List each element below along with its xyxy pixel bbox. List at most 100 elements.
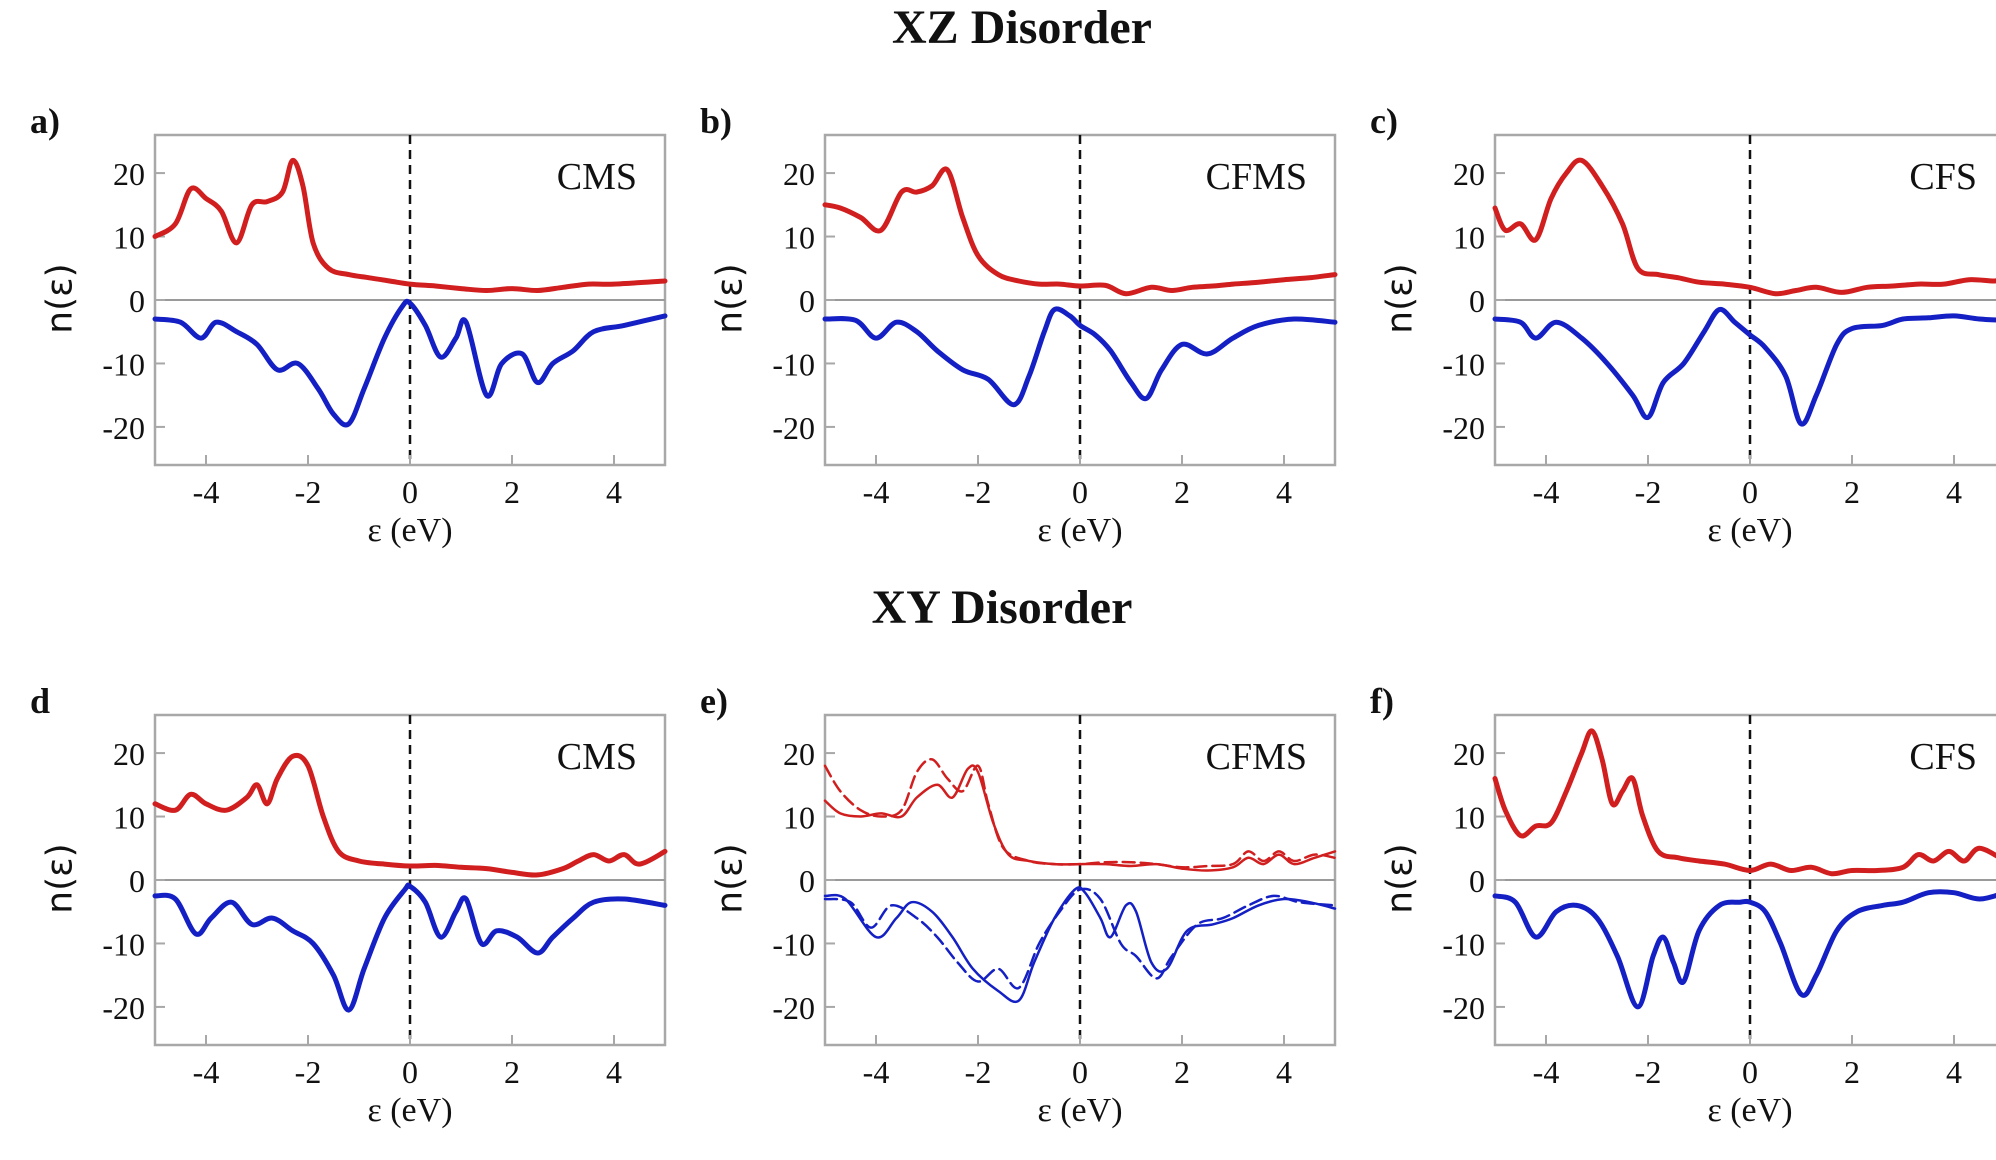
- series-line-spin-down: [152, 298, 668, 428]
- y-tick-label: 20: [1453, 156, 1485, 192]
- series-line-spin-down: [152, 882, 668, 1013]
- y-tick-label: 10: [113, 220, 145, 256]
- y-tick-label: 10: [113, 800, 145, 836]
- x-axis-label: ε (eV): [367, 512, 452, 549]
- series-line-spin-down: [1492, 306, 1996, 427]
- x-tick-label: -2: [1635, 1054, 1662, 1090]
- y-tick-label: -10: [102, 346, 145, 382]
- y-tick-label: 20: [113, 156, 145, 192]
- x-tick-label: 0: [402, 1054, 418, 1090]
- y-tick-label: -20: [772, 410, 815, 446]
- y-tick-label: -20: [772, 990, 815, 1026]
- x-axis-label: ε (eV): [1707, 1092, 1792, 1129]
- x-tick-label: 2: [1844, 474, 1860, 510]
- chart-panel-5: e) n(ε) CFMS 20 10 0 -10 -20 -4 -2 0 2 4 ε (eV): [700, 680, 1360, 1160]
- y-tick-label: -20: [102, 990, 145, 1026]
- x-tick-label: 2: [1174, 1054, 1190, 1090]
- panel-letter: f): [1370, 681, 1394, 721]
- series-line-spin-down: [1492, 889, 1996, 1010]
- x-tick-label: -4: [863, 474, 890, 510]
- x-tick-label: -4: [193, 1054, 220, 1090]
- x-tick-label: -4: [1533, 474, 1560, 510]
- y-tick-label: 0: [799, 863, 815, 899]
- y-tick-label: -10: [1442, 926, 1485, 962]
- y-tick-label: 20: [783, 736, 815, 772]
- y-tick-label: -10: [1442, 346, 1485, 382]
- x-tick-label: 4: [606, 1054, 622, 1090]
- x-tick-label: 2: [1844, 1054, 1860, 1090]
- x-tick-label: 4: [1276, 474, 1292, 510]
- material-label: CFS: [1909, 736, 1977, 778]
- y-tick-label: -20: [102, 410, 145, 446]
- x-axis-label: ε (eV): [1707, 512, 1792, 549]
- y-tick-label: 0: [129, 863, 145, 899]
- x-tick-label: -4: [1533, 1054, 1560, 1090]
- x-tick-label: -2: [1635, 474, 1662, 510]
- chart-panel-6: f) n(ε) CFS 20 10 0 -10 -20 -4 -2 0 2 4 ε (eV): [1370, 680, 1996, 1160]
- y-tick-label: -10: [772, 346, 815, 382]
- x-axis-label: ε (eV): [1037, 1092, 1122, 1129]
- panel-letter: d: [30, 681, 51, 721]
- x-tick-label: 4: [1276, 1054, 1292, 1090]
- y-tick-label: -20: [1442, 410, 1485, 446]
- material-label: CMS: [556, 736, 637, 778]
- series-line-spin-up: [1492, 728, 1996, 877]
- x-tick-label: -2: [295, 474, 322, 510]
- y-tick-label: 10: [783, 800, 815, 836]
- series-line-spin-up-dashed: [823, 758, 1337, 869]
- material-label: CMS: [556, 156, 637, 198]
- x-tick-label: 0: [1742, 474, 1758, 510]
- x-tick-label: 0: [1742, 1054, 1758, 1090]
- y-tick-label: 10: [783, 220, 815, 256]
- panel-letter: b): [700, 101, 733, 141]
- series-line-spin-down-solid: [823, 886, 1337, 1004]
- chart-panel-4: d n(ε) CMS 20 10 0 -10 -20 -4 -2 0 2 4 ε (eV): [30, 680, 690, 1160]
- panel-letter: a): [30, 101, 60, 141]
- x-tick-label: -2: [965, 1054, 992, 1090]
- y-tick-label: 0: [799, 283, 815, 319]
- panel-letter: e): [700, 681, 728, 721]
- chart-panel-1: a) n(ε) CMS 20 10 0 -10 -20 -4 -2 0 2 4 ε (eV): [30, 100, 690, 580]
- x-tick-label: 0: [1072, 474, 1088, 510]
- y-tick-label: 0: [1469, 863, 1485, 899]
- x-tick-label: -4: [863, 1054, 890, 1090]
- material-label: CFMS: [1205, 156, 1307, 198]
- x-tick-label: 2: [504, 474, 520, 510]
- y-tick-label: 20: [1453, 736, 1485, 772]
- material-label: CFS: [1909, 156, 1977, 198]
- series-line-spin-up: [822, 166, 1338, 297]
- y-tick-label: -10: [772, 926, 815, 962]
- section-title-xz: XZ Disorder: [892, 1, 1152, 54]
- x-tick-label: -2: [965, 474, 992, 510]
- series-line-spin-up: [1492, 157, 1996, 297]
- y-tick-label: -10: [102, 926, 145, 962]
- series-line-spin-up: [152, 752, 668, 878]
- section-title-xy: XY Disorder: [871, 581, 1133, 634]
- y-tick-label: 20: [113, 736, 145, 772]
- x-tick-label: 2: [504, 1054, 520, 1090]
- y-tick-label: 20: [783, 156, 815, 192]
- x-tick-label: -2: [295, 1054, 322, 1090]
- y-tick-label: 10: [1453, 220, 1485, 256]
- x-axis-label: ε (eV): [1037, 512, 1122, 549]
- y-tick-label: 0: [1469, 283, 1485, 319]
- chart-panel-3: c) n(ε) CFS 20 10 0 -10 -20 -4 -2 0 2 4 ε (eV): [1370, 100, 1996, 580]
- y-tick-label: 0: [129, 283, 145, 319]
- series-line-spin-down-dashed: [823, 887, 1337, 990]
- material-label: CFMS: [1205, 736, 1307, 778]
- x-tick-label: 4: [1946, 1054, 1962, 1090]
- x-tick-label: -4: [193, 474, 220, 510]
- x-tick-label: 4: [606, 474, 622, 510]
- x-tick-label: 4: [1946, 474, 1962, 510]
- y-tick-label: 10: [1453, 800, 1485, 836]
- chart-panel-2: b) n(ε) CFMS 20 10 0 -10 -20 -4 -2 0 2 4 ε (eV): [700, 100, 1360, 580]
- x-tick-label: 0: [1072, 1054, 1088, 1090]
- x-tick-label: 0: [402, 474, 418, 510]
- panel-letter: c): [1370, 101, 1398, 141]
